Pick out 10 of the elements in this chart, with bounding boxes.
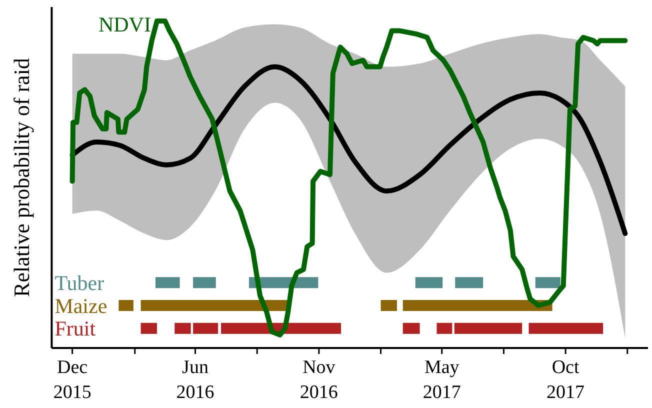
y-axis-title: Relative probability of raid [9, 58, 34, 297]
text: Fruit [54, 316, 96, 341]
series-label: Maize [54, 294, 108, 318]
x-tick-label: Nov 2016 [300, 357, 338, 403]
text: Tuber [54, 270, 104, 295]
x-tick-label: Oct 2017 [546, 357, 585, 403]
x-tick-label: Dec 2015 [53, 357, 92, 403]
series-label: NDVI [98, 12, 151, 36]
x-tick-label: Jun 2016 [176, 357, 214, 403]
x-tick-label: May 2017 [422, 357, 461, 403]
